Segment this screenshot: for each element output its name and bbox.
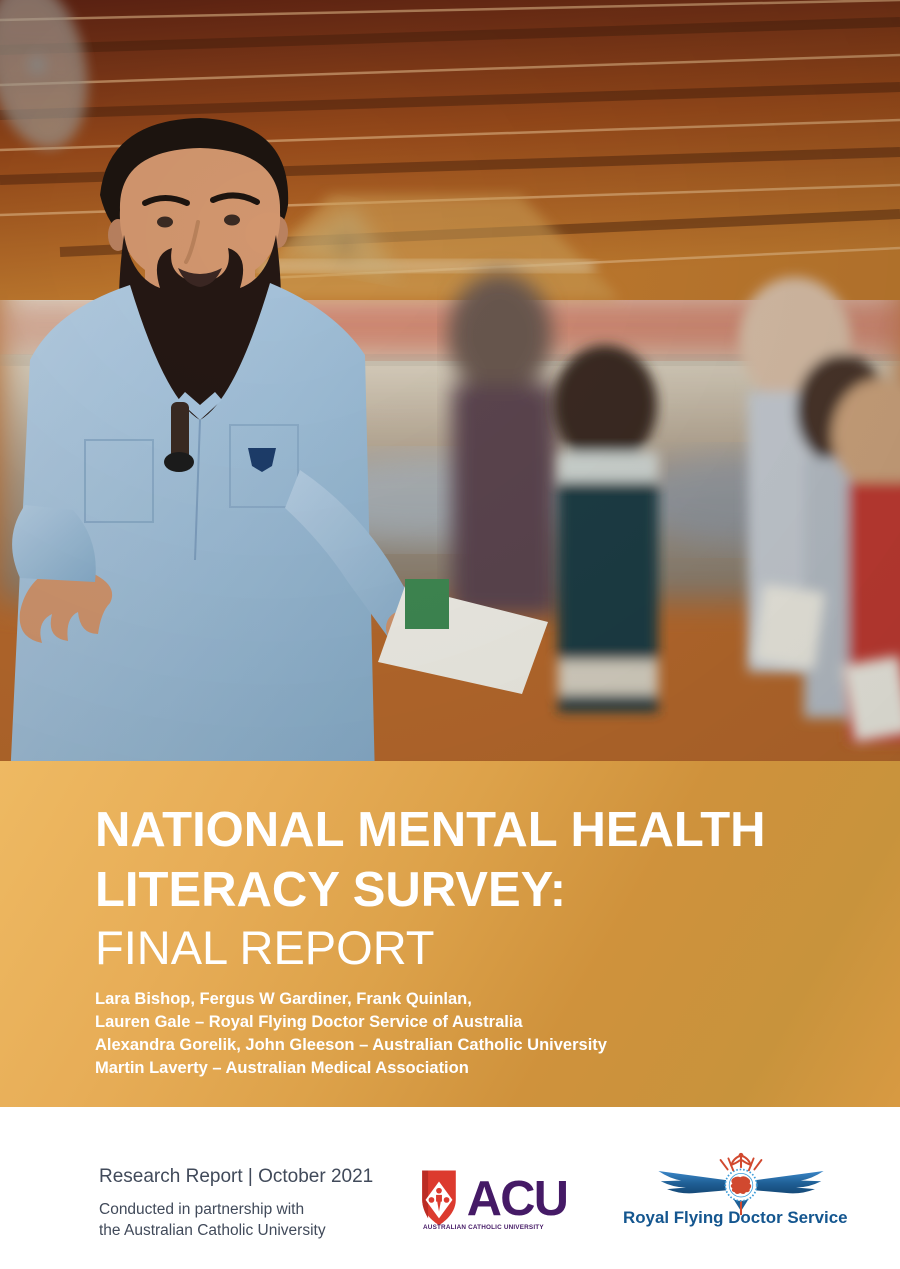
svg-text:Royal Flying Doctor Service: Royal Flying Doctor Service (623, 1208, 848, 1227)
svg-text:AUSTRALIAN CATHOLIC UNIVERSITY: AUSTRALIAN CATHOLIC UNIVERSITY (423, 1224, 544, 1231)
svg-text:ACU: ACU (467, 1172, 567, 1226)
